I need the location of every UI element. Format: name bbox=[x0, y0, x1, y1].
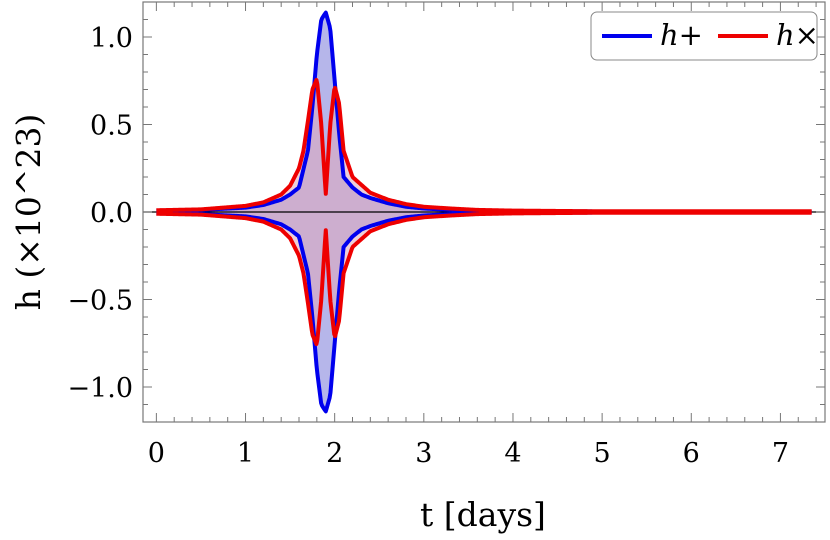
x-tick-label: 6 bbox=[683, 438, 700, 469]
legend-label-h-cross: h× bbox=[776, 18, 819, 52]
x-tick-label: 3 bbox=[415, 438, 432, 469]
y-tick-label: 0.5 bbox=[90, 111, 133, 142]
legend-box bbox=[590, 11, 818, 61]
x-tick-label: 1 bbox=[237, 438, 254, 469]
y-tick-label: −0.5 bbox=[67, 286, 133, 317]
x-tick-label: 5 bbox=[594, 438, 611, 469]
series-line-1-lower bbox=[155, 210, 813, 347]
y-tick-labels: −1.0 −0.5 0.0 0.5 1.0 bbox=[67, 23, 133, 404]
axis-ticks bbox=[143, 2, 825, 422]
legend-label-h-plus: h+ bbox=[660, 18, 703, 52]
y-axis-label: h (×10^23) bbox=[9, 114, 48, 311]
legend: h+ h× bbox=[590, 11, 819, 61]
series-lines bbox=[155, 10, 813, 414]
y-tick-label: −1.0 bbox=[67, 373, 133, 404]
y-tick-label: 1.0 bbox=[90, 23, 133, 54]
x-tick-label: 0 bbox=[148, 438, 165, 469]
y-tick-label: 0.0 bbox=[90, 198, 133, 229]
x-tick-labels: 0 1 2 3 4 5 6 7 bbox=[148, 438, 789, 469]
x-tick-label: 4 bbox=[504, 438, 521, 469]
x-tick-label: 2 bbox=[326, 438, 343, 469]
x-axis-label: t [days] bbox=[420, 495, 546, 534]
x-tick-label: 7 bbox=[772, 438, 789, 469]
